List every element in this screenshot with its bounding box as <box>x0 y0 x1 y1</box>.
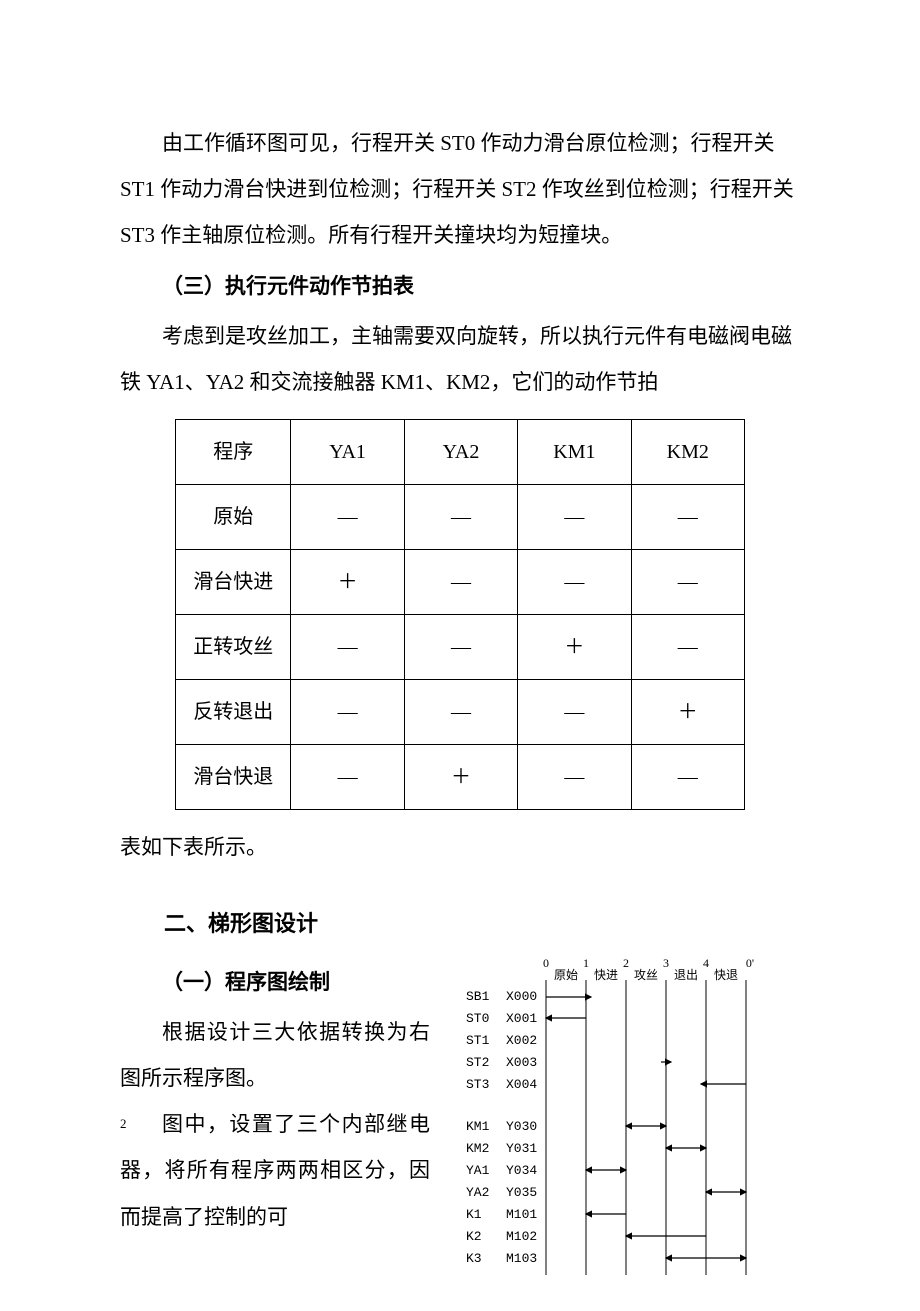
table-cell: — <box>631 550 744 615</box>
table-header-cell: KM2 <box>631 420 744 485</box>
svg-text:Y034: Y034 <box>506 1163 537 1178</box>
table-cell: ＋ <box>291 550 404 615</box>
paragraph-2: 考虑到是攻丝加工，主轴需要双向旋转，所以执行元件有电磁阀电磁铁 YA1、YA2 … <box>120 313 800 405</box>
svg-text:ST0: ST0 <box>466 1011 489 1026</box>
table-cell: ＋ <box>631 680 744 745</box>
svg-text:SB1: SB1 <box>466 989 490 1004</box>
table-header-cell: 程序 <box>176 420 291 485</box>
table-header-cell: YA1 <box>291 420 404 485</box>
svg-text:X001: X001 <box>506 1011 537 1026</box>
svg-text:ST1: ST1 <box>466 1033 490 1048</box>
table-cell: — <box>631 745 744 810</box>
table-row: 原始 — — — — <box>176 485 745 550</box>
svg-text:KM1: KM1 <box>466 1119 490 1134</box>
svg-text:KM2: KM2 <box>466 1141 489 1156</box>
table-cell: 滑台快进 <box>176 550 291 615</box>
table-cell: — <box>631 615 744 680</box>
table-cell: 原始 <box>176 485 291 550</box>
table-header-cell: YA2 <box>404 420 517 485</box>
table-cell: ＋ <box>404 745 517 810</box>
svg-text:M103: M103 <box>506 1251 537 1266</box>
svg-text:ST2: ST2 <box>466 1055 489 1070</box>
table-cell: — <box>404 485 517 550</box>
svg-text:M102: M102 <box>506 1229 537 1244</box>
heading-3: （三）执行元件动作节拍表 <box>120 263 800 309</box>
svg-text:退出: 退出 <box>674 968 698 982</box>
table-row: 反转退出 — — — ＋ <box>176 680 745 745</box>
table-header-row: 程序 YA1 YA2 KM1 KM2 <box>176 420 745 485</box>
table-cell: — <box>518 745 631 810</box>
svg-text:0': 0' <box>746 956 754 970</box>
table-cell: 正转攻丝 <box>176 615 291 680</box>
table-row: 滑台快进 ＋ — — — <box>176 550 745 615</box>
table-cell: — <box>404 615 517 680</box>
page-number: 2 <box>120 1116 127 1132</box>
svg-text:攻丝: 攻丝 <box>634 968 658 982</box>
table-cell: 反转退出 <box>176 680 291 745</box>
table-cell: — <box>291 680 404 745</box>
paragraph-1: 由工作循环图可见，行程开关 ST0 作动力滑台原位检测；行程开关 ST1 作动力… <box>120 120 800 259</box>
svg-text:M101: M101 <box>506 1207 537 1222</box>
svg-text:0: 0 <box>543 956 549 970</box>
table-cell: — <box>404 680 517 745</box>
paragraph-3: 根据设计三大依据转换为右图所示程序图。 <box>120 1009 430 1101</box>
svg-text:Y031: Y031 <box>506 1141 537 1156</box>
svg-text:4: 4 <box>703 956 709 970</box>
section-2-title: 二、梯形图设计 <box>120 900 800 948</box>
svg-text:K3: K3 <box>466 1251 482 1266</box>
table-row: 正转攻丝 — — ＋ — <box>176 615 745 680</box>
table-header-cell: KM1 <box>518 420 631 485</box>
table-cell: — <box>518 485 631 550</box>
svg-text:K1: K1 <box>466 1207 482 1222</box>
table-cell: — <box>291 615 404 680</box>
action-table: 程序 YA1 YA2 KM1 KM2 原始 — — — — 滑台快进 ＋ — —… <box>175 419 745 810</box>
svg-text:X002: X002 <box>506 1033 537 1048</box>
sub-heading-1: （一）程序图绘制 <box>120 959 430 1005</box>
svg-text:X004: X004 <box>506 1077 537 1092</box>
after-table-text: 表如下表所示。 <box>120 824 800 870</box>
svg-text:1: 1 <box>583 956 589 970</box>
svg-text:YA1: YA1 <box>466 1163 490 1178</box>
table-cell: — <box>291 745 404 810</box>
svg-text:Y030: Y030 <box>506 1119 537 1134</box>
table-cell: ＋ <box>518 615 631 680</box>
table-cell: — <box>518 550 631 615</box>
table-cell: — <box>518 680 631 745</box>
svg-text:3: 3 <box>663 956 669 970</box>
svg-text:YA2: YA2 <box>466 1185 489 1200</box>
svg-text:2: 2 <box>623 956 629 970</box>
table-cell: — <box>631 485 744 550</box>
svg-text:ST3: ST3 <box>466 1077 489 1092</box>
svg-text:X003: X003 <box>506 1055 537 1070</box>
svg-text:原始: 原始 <box>554 968 578 982</box>
svg-text:X000: X000 <box>506 989 537 1004</box>
svg-text:快进: 快进 <box>594 968 618 982</box>
paragraph-4: 图中，设置了三个内部继电器，将所有程序两两相区分，因而提高了控制的可 <box>120 1101 430 1240</box>
timing-diagram: 0 1 2 3 4 0' 原始 快进 攻丝 退出 快退 SB1 X000 ST0 X… <box>446 955 776 1295</box>
table-cell: — <box>291 485 404 550</box>
table-cell: — <box>404 550 517 615</box>
svg-text:K2: K2 <box>466 1229 482 1244</box>
table-row: 滑台快退 — ＋ — — <box>176 745 745 810</box>
table-cell: 滑台快退 <box>176 745 291 810</box>
svg-text:快退: 快退 <box>714 968 738 982</box>
svg-text:Y035: Y035 <box>506 1185 537 1200</box>
